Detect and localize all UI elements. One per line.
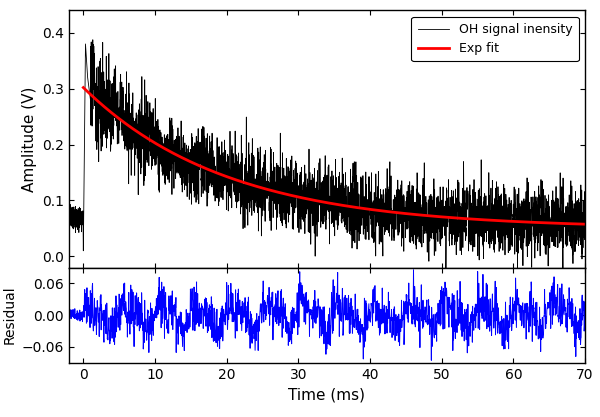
Exp fit (491, 218, 498, 223)
Y-axis label: Amplitude (V): Amplitude (V) (22, 86, 37, 192)
Line: OH signal inensity: OH signal inensity (69, 40, 585, 269)
OH signal inensity (298, 203, 305, 208)
Exp fit (379, 208, 386, 214)
Line: Exp fit: Exp fit (83, 88, 585, 224)
X-axis label: Time (ms): Time (ms) (289, 387, 365, 402)
Exp fit (318, 199, 325, 204)
Exp fit (351, 205, 358, 210)
Exp fit (569, 221, 577, 226)
OH signal inensity (521, 215, 529, 220)
OH signal inensity (353, 196, 361, 201)
OH signal inensity (68, 219, 75, 224)
Legend: OH signal inensity, Exp fit: OH signal inensity, Exp fit (412, 17, 579, 61)
Exp fit (321, 200, 328, 205)
OH signal inensity (89, 37, 97, 42)
Exp fit (581, 222, 589, 227)
Y-axis label: Residual: Residual (2, 286, 16, 344)
OH signal inensity (442, 267, 449, 272)
OH signal inensity (581, 204, 589, 209)
OH signal inensity (65, 208, 73, 214)
OH signal inensity (553, 217, 560, 222)
OH signal inensity (221, 169, 228, 174)
Exp fit (80, 85, 87, 90)
